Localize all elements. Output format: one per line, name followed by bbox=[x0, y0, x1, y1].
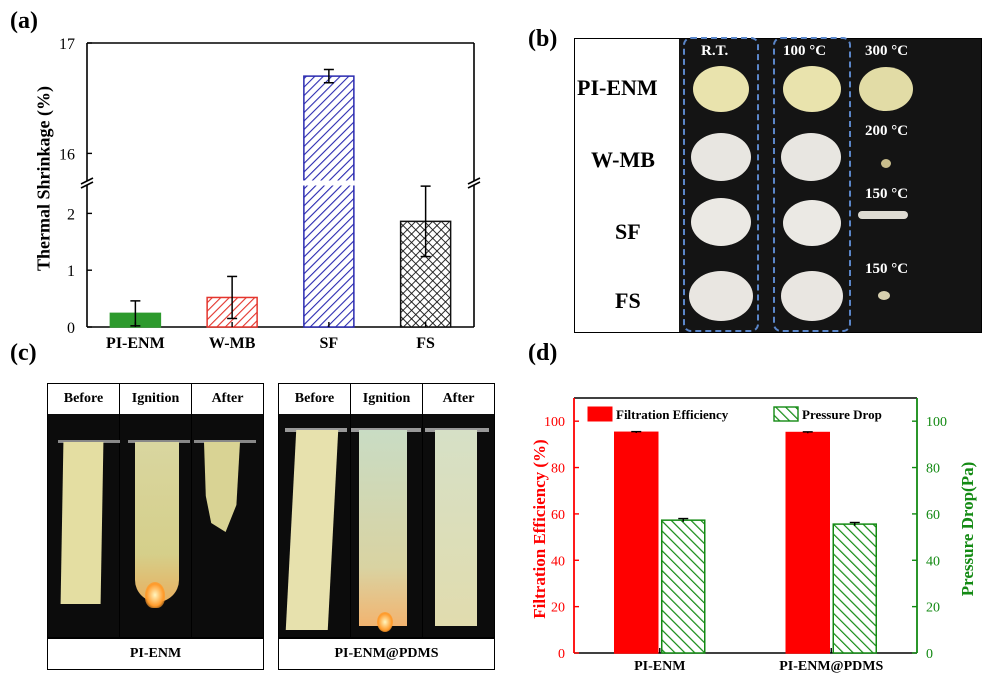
sample-disc bbox=[783, 200, 841, 246]
sample-shrunk bbox=[858, 211, 908, 219]
pressure-bar bbox=[832, 523, 877, 654]
c-left-after: After bbox=[211, 391, 244, 406]
y-tick-label-right: 100 bbox=[926, 415, 947, 430]
c-right-after: After bbox=[442, 391, 475, 406]
y-tick-label-left: 0 bbox=[558, 647, 565, 662]
pressure-bar bbox=[661, 519, 706, 654]
b-row-labels bbox=[575, 39, 680, 332]
y-tick-label-right: 20 bbox=[926, 601, 940, 616]
b-100c-dashed-box bbox=[773, 37, 851, 332]
legend-label-pressure: Pressure Drop bbox=[802, 407, 882, 422]
c-right-ignition: Ignition bbox=[362, 391, 411, 406]
panel-c-left-photo: Before Ignition After bbox=[47, 383, 264, 638]
b-row-label: SF bbox=[615, 219, 641, 244]
c-left-header-bar bbox=[48, 384, 263, 414]
b-row-label: W-MB bbox=[591, 147, 655, 172]
panel-d-label: (d) bbox=[528, 340, 558, 366]
d-ylabel-left: Filtration Efficiency (%) bbox=[530, 439, 549, 619]
y-tick-label-right: 40 bbox=[926, 554, 940, 569]
panel-b-label: (b) bbox=[528, 26, 558, 52]
thermal-shrinkage-chart: 0 1 2 16 17 PI-ENM W-MB SF FS bbox=[59, 36, 481, 352]
legend-swatch-filtration bbox=[587, 406, 613, 422]
c-strip-before bbox=[60, 442, 104, 604]
filtration-chart: 0 0 20 20 40 40 60 60 80 80 100 100 PI-ENM PI-ENM@PDM… bbox=[544, 397, 947, 674]
y-tick-label-left: 20 bbox=[551, 601, 565, 616]
b-temp-300: 300 °C bbox=[865, 43, 909, 59]
y-tick-label: 1 bbox=[67, 263, 75, 280]
sample-shrunk bbox=[878, 291, 890, 300]
y-tick-label-left: 40 bbox=[551, 554, 565, 569]
y-tick-label-right: 80 bbox=[926, 462, 940, 477]
x-tick-label: PI-ENM bbox=[634, 659, 685, 674]
x-tick-label: FS bbox=[416, 335, 435, 352]
sample-shrunk bbox=[881, 159, 891, 168]
axis-break-mark bbox=[467, 177, 481, 185]
c-right-caption: PI-ENM@PDMS bbox=[278, 638, 495, 670]
b-rt-dashed-box bbox=[683, 37, 759, 332]
b-temp-150a: 150 °C bbox=[865, 186, 909, 202]
sample-disc bbox=[859, 67, 913, 111]
y-tick-label: 17 bbox=[59, 36, 75, 53]
c-left-before: Before bbox=[63, 391, 104, 406]
x-tick-label: PI-ENM bbox=[106, 335, 165, 352]
sample-disc bbox=[689, 271, 753, 321]
a-ylabel: Thermal Shrinkage (%) bbox=[33, 86, 54, 272]
y-tick-label-left: 80 bbox=[551, 462, 565, 477]
sample-disc bbox=[781, 271, 843, 321]
y-tick-label-left: 60 bbox=[551, 508, 565, 523]
y-tick-label-left: 100 bbox=[544, 415, 565, 430]
c-strip-before bbox=[285, 430, 339, 630]
x-tick-label: W-MB bbox=[209, 335, 256, 352]
filtration-bar bbox=[785, 431, 830, 654]
bar-break-gap bbox=[302, 180, 355, 186]
legend-label-filtration: Filtration Efficiency bbox=[616, 407, 729, 422]
c-strip-ignition bbox=[359, 430, 407, 626]
y-tick-label: 16 bbox=[59, 146, 75, 163]
bar-sf bbox=[303, 75, 355, 328]
c-strip-after bbox=[204, 442, 240, 532]
c-strip-ignition bbox=[135, 442, 179, 602]
axis-break-mark bbox=[80, 181, 94, 189]
panel-a-label: (a) bbox=[10, 8, 38, 34]
b-col-header-rt: R.T. bbox=[701, 43, 729, 59]
y-tick-label-right: 60 bbox=[926, 508, 940, 523]
y-tick-label-right: 0 bbox=[926, 647, 933, 662]
flame bbox=[145, 582, 165, 608]
b-row-label: PI-ENM bbox=[577, 75, 658, 100]
legend-swatch-pressure bbox=[773, 406, 799, 422]
sample-disc bbox=[781, 133, 841, 181]
b-temp-150b: 150 °C bbox=[865, 261, 909, 277]
axis-break-mark bbox=[467, 181, 481, 189]
panel-b-photo: PI-ENM W-MB SF FS R.T. 100 °C 300 °C 200… bbox=[574, 37, 982, 333]
c-strip-after bbox=[435, 430, 477, 626]
c-left-caption: PI-ENM bbox=[47, 638, 264, 670]
c-left-ignition: Ignition bbox=[131, 391, 180, 406]
sample-disc bbox=[783, 66, 841, 112]
x-tick-label: SF bbox=[320, 335, 339, 352]
b-row-label: FS bbox=[615, 288, 641, 313]
y-tick-label: 2 bbox=[67, 206, 75, 223]
sample-disc bbox=[693, 66, 749, 112]
flame bbox=[377, 612, 393, 632]
c-right-header-bar bbox=[279, 384, 494, 414]
b-temp-200: 200 °C bbox=[865, 123, 909, 139]
c-right-before: Before bbox=[294, 391, 335, 406]
sample-disc bbox=[691, 133, 751, 181]
y-tick-label: 0 bbox=[67, 320, 75, 337]
x-tick-label: PI-ENM@PDMS bbox=[779, 659, 883, 674]
sample-disc bbox=[691, 198, 751, 246]
panel-c-right-photo: Before Ignition After bbox=[278, 383, 495, 638]
filtration-bar bbox=[614, 431, 659, 654]
d-ylabel-right: Pressure Drop(Pa) bbox=[958, 461, 977, 597]
panel-c-label: (c) bbox=[10, 340, 37, 366]
b-col-header-100c: 100 °C bbox=[783, 43, 827, 59]
axis-break-mark bbox=[80, 177, 94, 185]
